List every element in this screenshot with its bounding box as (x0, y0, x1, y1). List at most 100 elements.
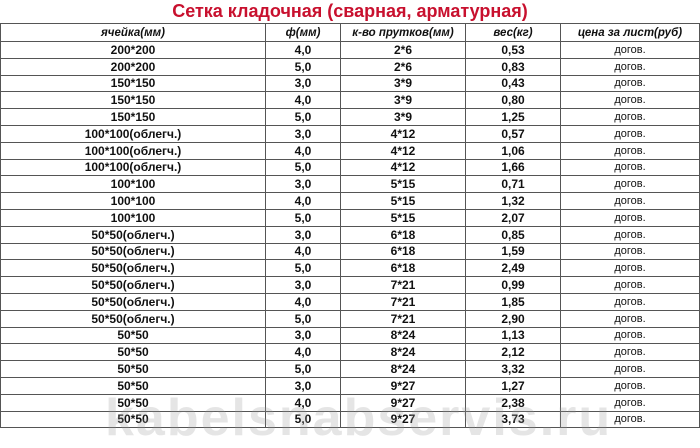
page-title: Сетка кладочная (сварная, арматурная) (172, 1, 528, 21)
cell-cell-size: 150*150 (0, 74, 266, 93)
cell-price: догов. (560, 192, 700, 210)
table-row: 200*200 5,0 2*6 0,83 догов. (0, 57, 700, 76)
cell-cell-size: 50*50 (0, 410, 266, 429)
table-row: 50*50 3,0 9*27 1,27 догов. (0, 376, 700, 395)
cell-weight: 0,71 (465, 175, 561, 194)
cell-weight: 1,85 (465, 292, 561, 311)
cell-diameter: 5,0 (265, 158, 341, 177)
cell-bar-count: 8*24 (340, 343, 466, 362)
cell-weight: 2,07 (465, 208, 561, 227)
cell-weight: 2,49 (465, 259, 561, 278)
cell-cell-size: 100*100(облегч.) (0, 141, 266, 160)
cell-price: догов. (560, 141, 700, 160)
table-row: 50*50(облегч.) 4,0 6*18 1,59 догов. (0, 242, 700, 261)
cell-price: догов. (560, 242, 700, 261)
cell-diameter: 5,0 (265, 410, 341, 429)
cell-diameter: 3,0 (265, 225, 341, 244)
cell-diameter: 4,0 (265, 141, 341, 160)
cell-weight: 0,57 (465, 124, 561, 143)
cell-cell-size: 100*100(облегч.) (0, 158, 266, 177)
cell-price: догов. (560, 326, 700, 345)
table-row: 50*50(облегч.) 3,0 7*21 0,99 догов. (0, 276, 700, 294)
cell-cell-size: 100*100 (0, 208, 266, 227)
table-row: 50*50 3,0 8*24 1,13 догов. (0, 326, 700, 345)
cell-bar-count: 7*21 (340, 292, 466, 311)
cell-cell-size: 50*50 (0, 343, 266, 362)
cell-weight: 0,83 (465, 57, 561, 76)
table-row: 100*100 3,0 5*15 0,71 догов. (0, 175, 700, 194)
cell-diameter: 5,0 (265, 360, 341, 378)
cell-cell-size: 200*200 (0, 41, 266, 59)
cell-bar-count: 2*6 (340, 57, 466, 76)
cell-price: догов. (560, 74, 700, 93)
table-row: 150*150 4,0 3*9 0,80 догов. (0, 91, 700, 110)
cell-bar-count: 8*24 (340, 360, 466, 378)
cell-diameter: 3,0 (265, 124, 341, 143)
table-row: 150*150 5,0 3*9 1,25 догов. (0, 108, 700, 126)
cell-diameter: 3,0 (265, 376, 341, 395)
cell-cell-size: 200*200 (0, 57, 266, 76)
cell-price: догов. (560, 208, 700, 227)
cell-cell-size: 100*100 (0, 192, 266, 210)
cell-weight: 1,06 (465, 141, 561, 160)
cell-price: догов. (560, 410, 700, 429)
cell-diameter: 5,0 (265, 57, 341, 76)
cell-bar-count: 5*15 (340, 192, 466, 210)
cell-bar-count: 7*21 (340, 276, 466, 294)
cell-weight: 2,38 (465, 393, 561, 412)
cell-bar-count: 4*12 (340, 141, 466, 160)
cell-price: догов. (560, 393, 700, 412)
cell-weight: 0,43 (465, 74, 561, 93)
cell-weight: 0,53 (465, 41, 561, 59)
cell-cell-size: 50*50(облегч.) (0, 309, 266, 328)
table-row: 100*100(облегч.) 4,0 4*12 1,06 догов. (0, 141, 700, 160)
cell-cell-size: 150*150 (0, 91, 266, 110)
cell-bar-count: 2*6 (340, 41, 466, 59)
cell-price: догов. (560, 57, 700, 76)
table-row: 100*100 4,0 5*15 1,32 догов. (0, 192, 700, 210)
cell-bar-count: 4*12 (340, 158, 466, 177)
column-header-price: цена за лист(руб) (560, 23, 700, 42)
cell-price: догов. (560, 175, 700, 194)
cell-price: догов. (560, 124, 700, 143)
cell-bar-count: 7*21 (340, 309, 466, 328)
cell-weight: 1,25 (465, 108, 561, 126)
cell-diameter: 5,0 (265, 208, 341, 227)
cell-weight: 1,66 (465, 158, 561, 177)
table-row: 150*150 3,0 3*9 0,43 догов. (0, 74, 700, 93)
cell-cell-size: 50*50(облегч.) (0, 292, 266, 311)
cell-price: догов. (560, 309, 700, 328)
table-row: 200*200 4,0 2*6 0,53 догов. (0, 41, 700, 59)
cell-cell-size: 50*50 (0, 376, 266, 395)
cell-cell-size: 50*50(облегч.) (0, 242, 266, 261)
cell-diameter: 4,0 (265, 343, 341, 362)
cell-weight: 2,90 (465, 309, 561, 328)
table-row: 50*50(облегч.) 5,0 7*21 2,90 догов. (0, 309, 700, 328)
price-table: ячейка(мм) ф(мм) к-во прутков(мм) вес(кг) це… (0, 23, 700, 429)
table-row: 50*50(облегч.) 3,0 6*18 0,85 догов. (0, 225, 700, 244)
cell-weight: 1,13 (465, 326, 561, 345)
cell-diameter: 3,0 (265, 326, 341, 345)
cell-cell-size: 50*50 (0, 326, 266, 345)
cell-diameter: 3,0 (265, 276, 341, 294)
cell-bar-count: 3*9 (340, 108, 466, 126)
cell-bar-count: 6*18 (340, 242, 466, 261)
cell-diameter: 4,0 (265, 393, 341, 412)
cell-cell-size: 50*50(облегч.) (0, 259, 266, 278)
cell-weight: 1,27 (465, 376, 561, 395)
cell-bar-count: 8*24 (340, 326, 466, 345)
table-row: 50*50 5,0 8*24 3,32 догов. (0, 360, 700, 378)
table-row: 100*100 5,0 5*15 2,07 догов. (0, 208, 700, 227)
table-row: 100*100(облегч.) 5,0 4*12 1,66 догов. (0, 158, 700, 177)
cell-cell-size: 100*100(облегч.) (0, 124, 266, 143)
cell-diameter: 3,0 (265, 74, 341, 93)
cell-weight: 2,12 (465, 343, 561, 362)
column-header-cell-size: ячейка(мм) (0, 23, 266, 42)
cell-diameter: 3,0 (265, 175, 341, 194)
cell-diameter: 5,0 (265, 108, 341, 126)
cell-cell-size: 150*150 (0, 108, 266, 126)
cell-diameter: 4,0 (265, 292, 341, 311)
cell-weight: 3,73 (465, 410, 561, 429)
table-header-row: ячейка(мм) ф(мм) к-во прутков(мм) вес(кг) це… (0, 23, 700, 42)
cell-bar-count: 9*27 (340, 410, 466, 429)
